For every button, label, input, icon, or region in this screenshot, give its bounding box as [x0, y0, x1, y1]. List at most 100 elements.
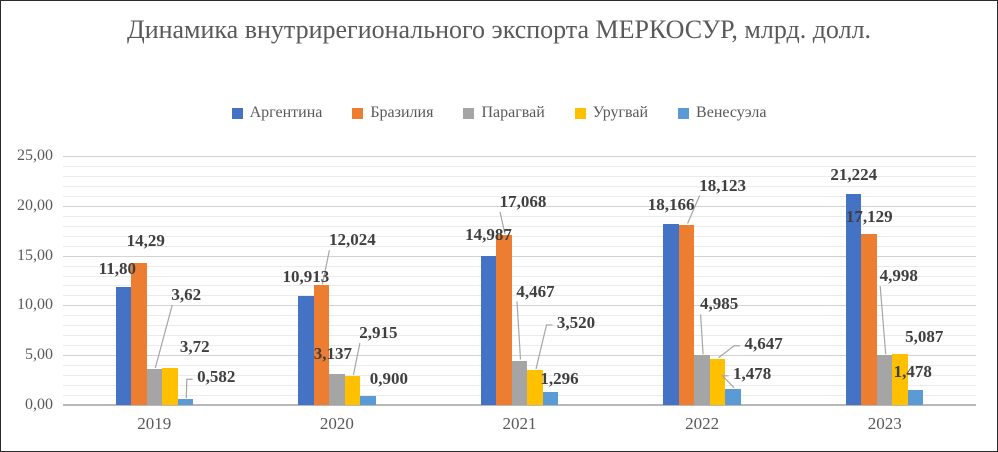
bar-uruguay-2020[interactable] — [344, 375, 361, 405]
bar-brazilia-2019[interactable] — [131, 262, 147, 405]
legend-item-paraguay[interactable]: Парагвай — [463, 104, 545, 122]
bar-uruguay-2023[interactable] — [892, 354, 908, 405]
gridline — [63, 185, 976, 187]
value-label-brazilia-2021: 17,068 — [499, 192, 547, 212]
gridline — [63, 355, 976, 357]
value-label-paraguay-2019: 3,62 — [171, 284, 202, 304]
chart-legend: Аргентина Бразилия Парагвай Уругвай Венесуэл… — [1, 104, 997, 122]
y-tick-label: 0,00 — [25, 396, 53, 413]
y-tick-label: 25,00 — [17, 147, 53, 164]
bar-paraguay-2022[interactable] — [694, 355, 710, 405]
bar-argentina-2022[interactable] — [663, 224, 679, 405]
value-label-uruguay-2020: 2,915 — [359, 322, 398, 342]
bar-paraguay-2020[interactable] — [329, 373, 345, 405]
leader-line — [352, 342, 361, 376]
leader-line — [154, 304, 173, 369]
gridline — [63, 315, 976, 317]
value-label-brazilia-2022: 18,123 — [699, 175, 746, 195]
value-label-uruguay-2022: 4,647 — [744, 333, 783, 353]
bar-venezuela-2020[interactable] — [360, 396, 376, 405]
x-axis-line — [63, 404, 976, 406]
x-tick-label-2022: 2022 — [685, 414, 720, 433]
leader-line — [321, 250, 330, 285]
gridline — [63, 265, 976, 267]
value-label-argentina-2019: 11,80 — [98, 259, 136, 279]
legend-swatch-brazilia — [352, 107, 364, 119]
legend-label-brazilia: Бразилия — [370, 104, 434, 121]
legend-item-venezuela[interactable]: Венесуэла — [678, 104, 766, 122]
value-label-uruguay-2021: 3,520 — [556, 312, 596, 332]
leader-line — [535, 324, 553, 370]
value-label-uruguay-2019: 3,72 — [179, 336, 210, 356]
gridline — [63, 275, 976, 277]
bar-brazilia-2023[interactable] — [861, 234, 877, 405]
value-label-paraguay-2020: 3,137 — [313, 343, 353, 363]
legend-swatch-paraguay — [463, 107, 475, 119]
y-tick-label: 15,00 — [17, 246, 53, 264]
bar-brazilia-2021[interactable] — [496, 235, 512, 405]
bar-uruguay-2019[interactable] — [162, 367, 178, 405]
leader-line — [499, 211, 506, 235]
legend-item-argentina[interactable]: Аргентина — [231, 104, 323, 122]
leader-line — [687, 195, 701, 224]
bar-uruguay-2022[interactable] — [709, 358, 726, 405]
gridline — [63, 285, 976, 287]
bar-argentina-2020[interactable] — [298, 296, 314, 405]
value-label-paraguay-2023: 4,998 — [879, 266, 918, 286]
value-label-venezuela-2021: 1,296 — [540, 369, 579, 389]
gridline — [63, 156, 976, 157]
value-label-venezuela-2020: 0,900 — [369, 369, 409, 389]
y-tick-label: 10,00 — [17, 296, 53, 314]
x-tick-label-2020: 2020 — [319, 414, 354, 433]
bar-brazilia-2020[interactable] — [313, 285, 330, 405]
legend-label-venezuela: Венесуэла — [696, 104, 767, 121]
value-label-venezuela-2022: 1,478 — [732, 363, 772, 383]
value-label-argentina-2022: 18,166 — [647, 195, 695, 215]
gridline — [63, 225, 976, 227]
bar-uruguay-2021[interactable] — [527, 369, 543, 405]
leader-line — [721, 375, 735, 389]
bar-brazilia-2022[interactable] — [678, 224, 695, 405]
bar-paraguay-2021[interactable] — [511, 360, 528, 405]
legend-swatch-argentina — [231, 107, 243, 119]
bar-venezuela-2022[interactable] — [725, 388, 741, 405]
gridline — [63, 215, 976, 217]
bar-paraguay-2023[interactable] — [876, 355, 893, 405]
value-label-brazilia-2019: 14,29 — [126, 230, 165, 250]
legend-label-argentina: Аргентина — [249, 104, 323, 121]
leader-line — [879, 286, 887, 355]
bar-paraguay-2019[interactable] — [146, 368, 163, 405]
bar-argentina-2021[interactable] — [480, 255, 497, 405]
gridline — [63, 255, 976, 257]
leader-lines — [154, 195, 887, 399]
gridline — [63, 205, 976, 207]
bar-argentina-2019[interactable] — [115, 287, 132, 405]
leader-line — [700, 314, 704, 355]
x-tick-label-2021: 2021 — [502, 414, 537, 433]
bar-venezuela-2023[interactable] — [907, 390, 924, 405]
value-label-venezuela-2023: 1,478 — [893, 362, 932, 382]
y-tick-label: 20,00 — [17, 196, 53, 214]
legend-item-uruguay[interactable]: Уругвай — [574, 104, 649, 122]
gridline — [63, 245, 976, 247]
gridline — [63, 325, 976, 327]
plot-area: 11,80 14,29 3,62 3,72 0,582 10,913 12,024 3,137… — [63, 156, 976, 406]
value-label-argentina-2021: 14,987 — [465, 224, 512, 244]
gridline — [63, 175, 976, 177]
value-label-venezuela-2019: 0,582 — [197, 367, 236, 387]
y-tick-label: 5,00 — [25, 346, 53, 364]
x-tick-label-2023: 2023 — [867, 414, 902, 433]
legend-label-paraguay: Парагвай — [481, 104, 545, 121]
bar-argentina-2023[interactable] — [845, 193, 862, 405]
bar-venezuela-2021[interactable] — [542, 392, 559, 405]
gridline — [63, 165, 976, 167]
value-label-uruguay-2023: 5,087 — [905, 327, 944, 347]
legend-label-uruguay: Уругвай — [592, 104, 649, 121]
value-label-argentina-2023: 21,224 — [830, 164, 878, 184]
legend-item-brazilia[interactable]: Бразилия — [352, 104, 433, 122]
x-tick-label-2019: 2019 — [137, 414, 172, 433]
leader-line — [718, 345, 741, 359]
bar-venezuela-2019[interactable] — [177, 399, 194, 405]
value-label-brazilia-2020: 12,024 — [329, 230, 376, 250]
